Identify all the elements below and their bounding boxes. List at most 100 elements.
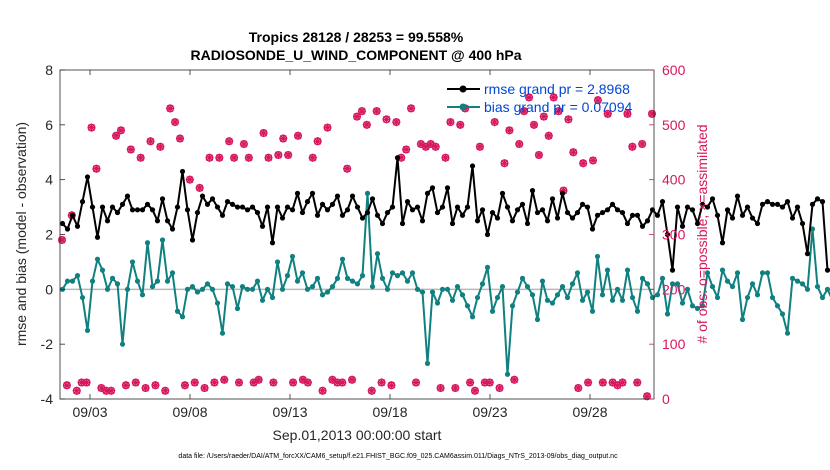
assimilated-obs-point xyxy=(107,386,116,395)
bias-point xyxy=(94,256,101,262)
bias-point xyxy=(289,253,296,260)
assimilated-obs-point xyxy=(62,381,71,390)
assimilated-obs-point xyxy=(146,137,155,146)
rmse-point xyxy=(769,201,776,207)
rmse-point xyxy=(509,218,516,224)
rmse-point xyxy=(264,204,271,210)
bias-point xyxy=(264,286,271,292)
rmse-point xyxy=(384,209,391,216)
bias-point xyxy=(384,286,391,292)
bias-point xyxy=(799,281,806,287)
rmse-point xyxy=(664,231,671,238)
rmse-point xyxy=(794,204,801,210)
assimilated-obs-point xyxy=(72,386,81,395)
bias-point xyxy=(429,289,436,295)
bias-point xyxy=(804,286,811,292)
bias-point xyxy=(684,286,691,292)
bias-point xyxy=(779,311,786,317)
bias-point xyxy=(209,286,216,292)
left-y-tick-label: 6 xyxy=(45,117,53,133)
bias-point xyxy=(294,278,301,284)
rmse-point xyxy=(494,215,501,221)
assimilated-obs-point xyxy=(328,375,337,384)
rmse-point xyxy=(684,204,691,210)
assimilated-obs-point xyxy=(618,378,627,387)
rmse-point xyxy=(179,168,186,175)
assimilated-obs-point xyxy=(564,115,573,124)
rmse-point xyxy=(544,218,551,224)
bias-point xyxy=(469,314,476,320)
rmse-point xyxy=(609,201,616,207)
right-y-tick-label: 300 xyxy=(662,227,686,243)
bias-point xyxy=(374,251,381,257)
bias-point xyxy=(614,286,621,292)
assimilated-obs-point xyxy=(249,378,258,387)
rmse-point xyxy=(204,201,211,207)
rmse-point xyxy=(289,207,296,213)
data-file-footer: data file: /Users/raeder/DAI/ATM_forcXX/… xyxy=(178,453,618,460)
rmse-point xyxy=(229,201,236,207)
assimilated-obs-point xyxy=(284,150,293,159)
right-y-tick-label: 400 xyxy=(662,172,686,188)
assimilated-obs-point xyxy=(475,142,484,151)
rmse-point xyxy=(144,201,151,207)
assimilated-obs-point xyxy=(303,378,312,387)
rmse-point xyxy=(519,201,526,207)
bias-point xyxy=(629,294,636,301)
bias-point xyxy=(574,270,581,276)
assimilated-obs-point xyxy=(117,126,125,135)
assimilated-obs-point xyxy=(623,109,632,118)
rmse-point xyxy=(129,207,136,213)
assimilated-obs-point xyxy=(426,140,435,149)
x-tick-label: 09/28 xyxy=(572,404,607,420)
rmse-point xyxy=(579,201,586,207)
legend-rmse-marker xyxy=(459,85,467,93)
assimilated-obs-point xyxy=(367,386,376,395)
rmse-point xyxy=(249,204,256,210)
bias-point xyxy=(284,273,291,279)
bias-point xyxy=(764,270,771,276)
bias-point xyxy=(499,283,506,290)
assimilated-obs-point xyxy=(500,159,509,168)
bias-point xyxy=(534,316,541,323)
assimilated-obs-point xyxy=(87,123,96,132)
rmse-point xyxy=(789,215,796,221)
bias-point xyxy=(524,283,531,290)
assimilated-obs-point xyxy=(357,107,366,116)
rmse-point xyxy=(119,201,126,207)
rmse-point xyxy=(469,163,476,169)
bias-point xyxy=(64,278,71,284)
bias-point xyxy=(444,286,451,292)
bias-point xyxy=(689,303,696,309)
rmse-point xyxy=(754,220,761,227)
bias-point xyxy=(79,294,86,301)
bias-point xyxy=(229,283,236,290)
bias-point xyxy=(304,286,311,292)
rmse-point xyxy=(254,209,261,216)
x-tick-label: 09/13 xyxy=(272,404,307,420)
bias-point xyxy=(279,286,286,292)
bias-point xyxy=(759,270,766,276)
rmse-point xyxy=(679,223,686,229)
rmse-point xyxy=(139,207,146,213)
rmse-point xyxy=(524,220,531,227)
assimilated-obs-point xyxy=(205,153,214,162)
assimilated-obs-point xyxy=(185,175,194,184)
assimilated-obs-point xyxy=(466,378,475,387)
bias-point xyxy=(454,283,461,290)
bias-point xyxy=(704,270,711,276)
rmse-point xyxy=(169,226,176,232)
assimilated-obs-point xyxy=(254,375,263,384)
bias-point xyxy=(239,283,246,290)
bias-point xyxy=(579,297,586,303)
assimilated-obs-point xyxy=(220,375,229,384)
legend-bias-label: bias grand pr = 0.07094 xyxy=(484,99,632,115)
assimilated-obs-point xyxy=(412,378,420,387)
bias-point xyxy=(604,267,611,273)
assimilated-obs-point xyxy=(195,183,204,192)
bias-point xyxy=(404,278,411,284)
bias-point xyxy=(504,371,511,377)
rmse-point xyxy=(639,223,646,229)
assimilated-obs-point xyxy=(294,131,302,140)
bias-point xyxy=(549,300,556,306)
